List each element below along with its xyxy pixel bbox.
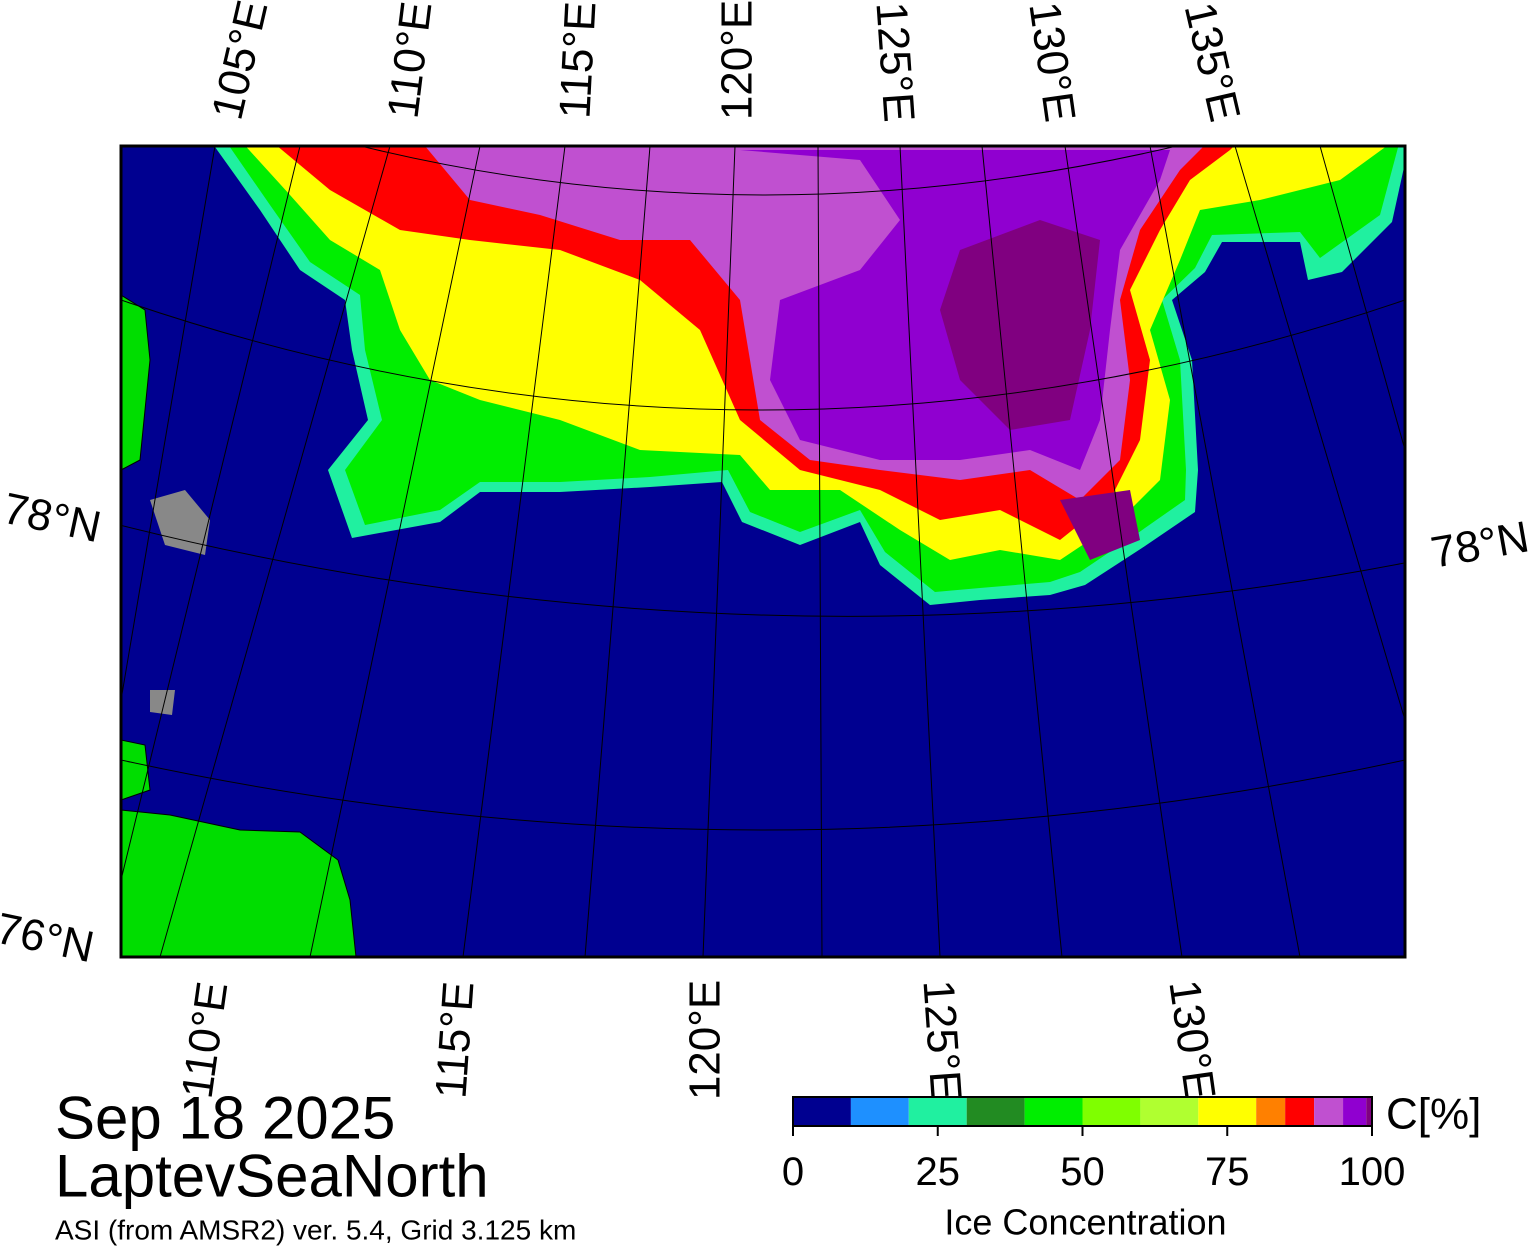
colorbar-segment bbox=[1198, 1097, 1257, 1126]
lon-label: 110°E bbox=[379, 0, 442, 121]
colorbar-segment bbox=[1140, 1097, 1199, 1126]
date: Sep 18 2025 bbox=[55, 1085, 395, 1152]
colorbar-segment bbox=[1314, 1097, 1344, 1126]
colorbar-segment bbox=[1285, 1097, 1315, 1126]
lon-label: 115°E bbox=[426, 980, 483, 1100]
colorbar-tick-label: 0 bbox=[782, 1150, 804, 1194]
lat-label: 76°N bbox=[0, 904, 98, 972]
colorbar-segment bbox=[793, 1097, 851, 1126]
lat-label: 78°N bbox=[1427, 512, 1528, 577]
colorbar-segment bbox=[1343, 1097, 1367, 1126]
lon-label: 105°E bbox=[203, 0, 278, 124]
colorbar-tick-label: 25 bbox=[916, 1150, 961, 1194]
colorbar-tick-label: 50 bbox=[1060, 1150, 1105, 1194]
colorbar-segment bbox=[1024, 1097, 1083, 1126]
lon-label: 110°E bbox=[173, 979, 238, 1102]
colorbar-unit: C[%] bbox=[1386, 1090, 1481, 1139]
colorbar-tick-label: 100 bbox=[1339, 1150, 1406, 1194]
map-area bbox=[121, 146, 1405, 957]
colorbar-segment bbox=[1366, 1097, 1372, 1126]
lon-label: 135°E bbox=[1175, 0, 1250, 126]
source: ASI (from AMSR2) ver. 5.4, Grid 3.125 km bbox=[55, 1215, 576, 1246]
lat-label: 78°N bbox=[0, 484, 105, 552]
colorbar-segment bbox=[850, 1097, 909, 1126]
lon-label: 130°E bbox=[1159, 977, 1224, 1103]
graticule bbox=[121, 146, 1405, 957]
colorbar-segment bbox=[966, 1097, 1025, 1126]
colorbar: 0 25 50 75 100 C[%] Ice Concentration bbox=[782, 1090, 1481, 1243]
lon-label: 115°E bbox=[550, 0, 605, 119]
region: LaptevSeaNorth bbox=[55, 1143, 489, 1210]
map-frame bbox=[119, 144, 1407, 959]
land bbox=[121, 294, 357, 957]
lon-label: 125°E bbox=[913, 978, 970, 1101]
lon-label: 120°E bbox=[713, 0, 762, 120]
lon-label: 120°E bbox=[681, 980, 730, 1100]
colorbar-segment bbox=[1082, 1097, 1141, 1126]
colorbar-tick-label: 75 bbox=[1205, 1150, 1250, 1194]
islands bbox=[150, 490, 210, 715]
lon-label: 125°E bbox=[866, 0, 923, 123]
colorbar-segment bbox=[908, 1097, 967, 1126]
colorbar-title: Ice Concentration bbox=[944, 1202, 1226, 1243]
ice-dark-purple bbox=[940, 220, 1140, 560]
lon-label: 130°E bbox=[1019, 0, 1084, 125]
colorbar-segment bbox=[1256, 1097, 1286, 1126]
